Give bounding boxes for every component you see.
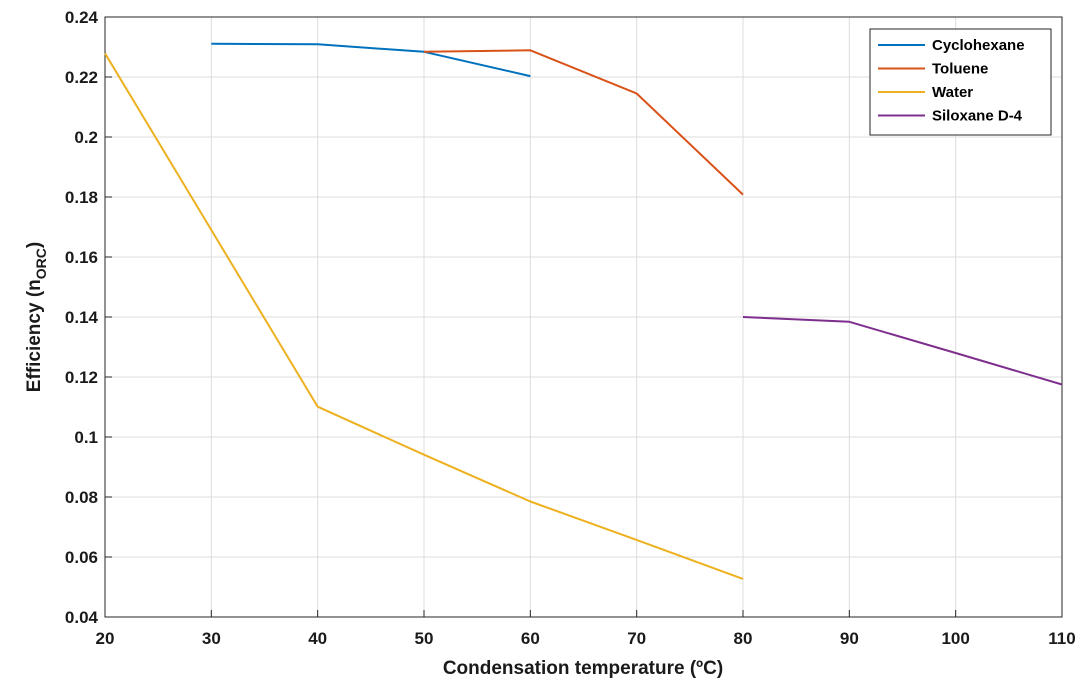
series-line-water [104,52,744,580]
y-tick-label: 0.08 [65,488,98,507]
y-tick-label: 0.18 [65,188,98,207]
y-tick-label: 0.24 [65,8,99,27]
y-tick-label: 0.04 [65,608,99,627]
y-axis-label: Efficiency (nORC) [24,242,49,392]
x-tick-label: 100 [941,629,969,648]
series-line-toluene [423,49,744,196]
x-tick-label: 110 [1048,629,1075,648]
data-series [104,42,1063,580]
legend-label-cyclohexane: Cyclohexane [932,37,1025,54]
y-tick-label: 0.16 [65,248,98,267]
y-tick-label: 0.2 [74,128,98,147]
series-line-siloxane-d-4 [742,316,1063,386]
x-tick-label: 40 [308,629,327,648]
y-tick-label: 0.14 [65,308,99,327]
x-tick-label: 50 [415,629,434,648]
x-axis-label: Condensation temperature (ºC) [443,658,723,679]
y-axis-label-close: ) [24,242,45,248]
y-axis-label-subscript: ORC [33,248,49,279]
legend-box [869,28,1052,136]
x-tick-label: 90 [840,629,859,648]
x-tick-label: 70 [627,629,646,648]
y-tick-label: 0.22 [65,68,98,87]
y-tick-label: 0.12 [65,368,98,387]
x-tick-label: 60 [521,629,540,648]
y-tick-label: 0.06 [65,548,98,567]
series-line-cyclohexane [211,42,531,78]
x-tick-label: 80 [734,629,753,648]
legend-label-water: Water [932,84,973,101]
legend-label-toluene: Toluene [932,61,988,78]
x-tick-label: 30 [202,629,221,648]
x-tick-label: 20 [96,629,115,648]
legend: Cyclohexane Toluene Water Siloxane D-4 [869,28,1052,136]
y-tick-label: 0.1 [74,428,98,447]
legend-label-siloxane-d-4: Siloxane D-4 [932,108,1023,125]
axis-ticks: 20 30 40 50 60 70 80 90 100 110 0.04 0.06 0.08 0.1 0.1… [65,8,1076,648]
y-axis-label-main: Efficiency (n [24,279,45,392]
